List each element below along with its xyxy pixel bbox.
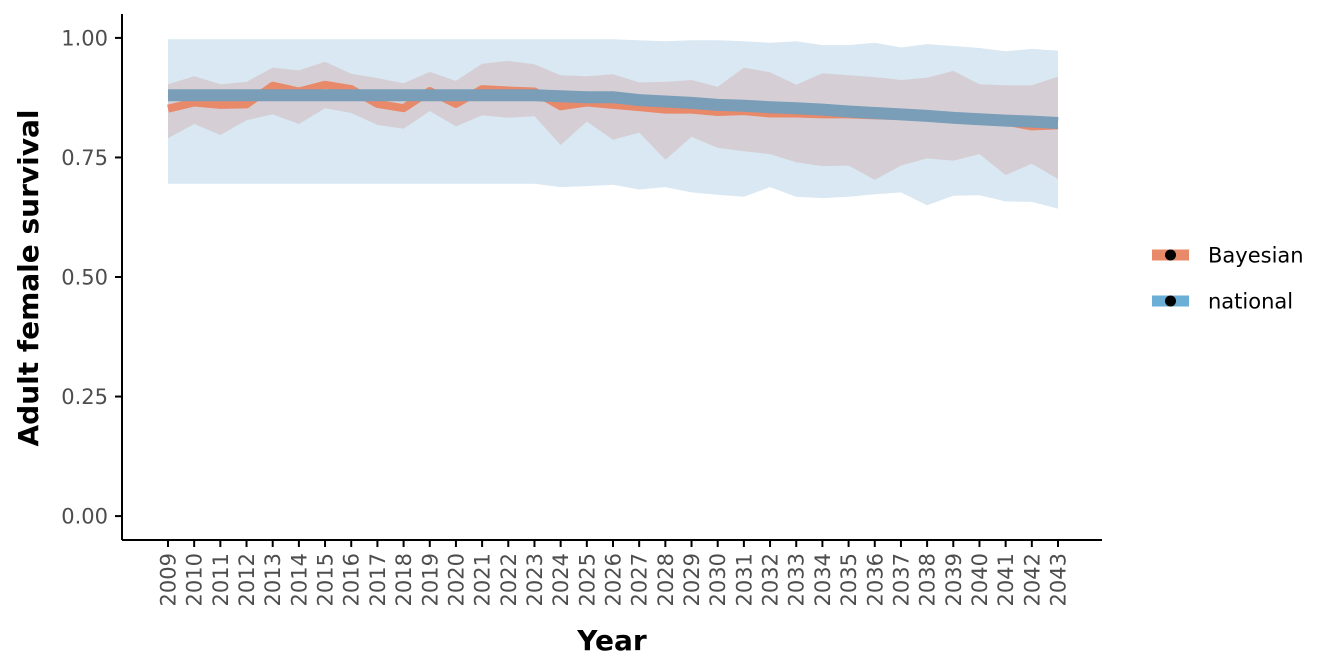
x-tick-label: 2019	[418, 553, 442, 606]
x-tick-label: 2024	[549, 553, 573, 606]
x-tick-label: 2010	[183, 553, 207, 606]
x-tick-label: 2037	[889, 553, 913, 606]
y-tick-label: 0.00	[61, 505, 108, 529]
x-tick-label: 2022	[497, 553, 521, 606]
x-tick-label: 2016	[340, 553, 364, 606]
x-tick-label: 2038	[916, 553, 940, 606]
y-tick-label: 0.25	[61, 385, 108, 409]
confidence-ribbons	[168, 39, 1058, 209]
x-tick-label: 2014	[287, 553, 311, 606]
x-tick-label: 2027	[628, 553, 652, 606]
x-tick-label: 2023	[523, 553, 547, 606]
x-axis-ticks: 2009 2010 2011 2012 2013 2014 2015 2016 2017 2018…	[157, 540, 1071, 606]
legend: Bayesian national	[1152, 244, 1304, 314]
x-tick-label: 2039	[942, 553, 966, 606]
x-tick-label: 2028	[654, 553, 678, 606]
x-tick-label: 2017	[366, 553, 390, 606]
x-tick-label: 2021	[471, 553, 495, 606]
x-tick-label: 2015	[314, 553, 338, 606]
x-tick-label: 2041	[994, 553, 1018, 606]
y-tick-label: 0.75	[61, 146, 108, 170]
y-axis-title: Adult female survival	[12, 110, 45, 447]
national-line	[168, 89, 1059, 129]
x-tick-label: 2040	[968, 553, 992, 606]
x-tick-label: 2011	[209, 553, 233, 606]
x-tick-label: 2031	[732, 553, 756, 606]
x-tick-label: 2032	[759, 553, 783, 606]
x-tick-label: 2020	[444, 553, 468, 606]
national-legend-label: national	[1208, 290, 1293, 314]
y-axis-ticks: 0.00 0.25 0.50 0.75 1.00	[61, 26, 122, 529]
national-legend-point	[1165, 295, 1176, 307]
x-tick-label: 2013	[261, 553, 285, 606]
x-tick-label: 2036	[863, 553, 887, 606]
x-tick-label: 2034	[811, 553, 835, 606]
x-tick-label: 2026	[602, 553, 626, 606]
x-tick-label: 2009	[157, 553, 181, 606]
x-axis-title: Year	[576, 624, 647, 657]
x-tick-label: 2043	[1047, 553, 1071, 606]
x-tick-label: 2018	[392, 553, 416, 606]
y-tick-label: 0.50	[61, 266, 108, 290]
x-tick-label: 2042	[1020, 553, 1044, 606]
x-tick-label: 2029	[680, 553, 704, 606]
bayesian-legend-point	[1165, 249, 1176, 261]
bayesian-legend-label: Bayesian	[1208, 244, 1304, 268]
series-lines	[167, 80, 1059, 131]
x-tick-label: 2025	[575, 553, 599, 606]
x-tick-label: 2030	[706, 553, 730, 606]
x-tick-label: 2012	[235, 553, 259, 606]
x-tick-label: 2033	[785, 553, 809, 606]
x-tick-label: 2035	[837, 553, 861, 606]
y-tick-label: 1.00	[61, 26, 108, 50]
